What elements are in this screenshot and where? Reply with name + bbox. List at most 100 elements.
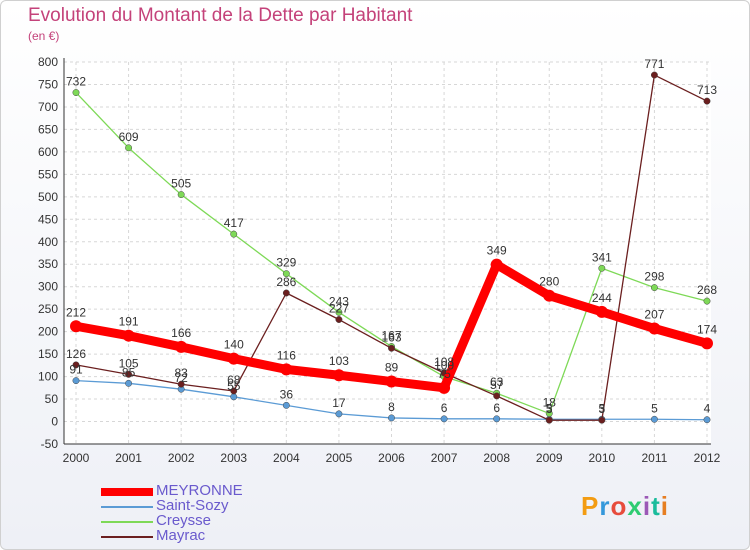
data-point-mayrac xyxy=(335,316,343,323)
y-tick-label: 500 xyxy=(38,190,58,204)
x-tick-label: 2007 xyxy=(431,451,458,465)
data-point-creysse xyxy=(545,409,553,417)
legend-label: Creysse xyxy=(156,512,212,529)
logo-letter: r xyxy=(599,491,611,521)
data-label: 174 xyxy=(697,322,717,336)
data-label: 5 xyxy=(651,401,658,415)
x-tick-label: 2001 xyxy=(115,451,142,465)
logo-letter: o xyxy=(610,491,628,521)
data-label: 5 xyxy=(598,401,605,415)
logo-letter: t xyxy=(651,491,661,521)
data-point-saint-sozy xyxy=(72,377,80,385)
data-point-saint-sozy xyxy=(388,414,395,422)
data-label: 18 xyxy=(543,395,557,409)
data-point-creysse xyxy=(230,230,238,238)
data-point-mayrac xyxy=(650,71,658,79)
data-label: 75 xyxy=(437,367,451,381)
y-tick-label: 300 xyxy=(38,280,58,294)
data-point-mayrac xyxy=(598,416,606,424)
data-point-meyronne xyxy=(227,352,240,365)
data-label: 57 xyxy=(490,378,504,392)
data-label: 191 xyxy=(119,315,139,329)
x-tick-label: 2002 xyxy=(168,451,195,465)
data-point-saint-sozy xyxy=(650,415,658,423)
data-point-meyronne xyxy=(122,329,135,342)
data-label: 5 xyxy=(546,401,553,415)
data-point-creysse xyxy=(282,270,290,278)
data-point-creysse xyxy=(598,264,606,272)
logo-letter: i xyxy=(660,491,669,521)
data-label: 6 xyxy=(493,401,500,415)
data-label: 298 xyxy=(644,270,664,284)
data-label: 6 xyxy=(441,401,448,415)
data-label: 417 xyxy=(224,216,244,230)
data-label: 68 xyxy=(227,373,241,387)
data-label: 8 xyxy=(388,400,395,414)
y-tick-label: 750 xyxy=(38,77,58,91)
logo-letter: P xyxy=(581,491,600,521)
data-label: 244 xyxy=(592,291,612,305)
data-point-meyronne xyxy=(385,375,398,388)
data-label: 212 xyxy=(66,305,86,319)
chart-unit-label: (en €) xyxy=(28,29,60,43)
data-label: 167 xyxy=(381,328,401,342)
data-point-mayrac xyxy=(72,361,80,369)
data-label: 341 xyxy=(592,250,612,264)
data-point-mayrac xyxy=(703,97,711,105)
data-label: 100 xyxy=(434,359,454,373)
data-point-meyronne xyxy=(280,363,293,376)
data-label: 3 xyxy=(546,402,553,416)
data-point-creysse xyxy=(177,191,185,199)
data-label: 85 xyxy=(122,365,136,379)
y-tick-label: 100 xyxy=(38,370,58,384)
data-label: 17 xyxy=(332,396,346,410)
legend-swatch xyxy=(101,488,153,496)
data-point-creysse xyxy=(650,284,658,292)
data-label: 116 xyxy=(277,348,296,362)
data-point-mayrac xyxy=(177,380,185,388)
legend-swatch xyxy=(101,506,153,508)
y-tick-label: 0 xyxy=(51,415,58,429)
data-label: 140 xyxy=(224,338,244,352)
data-point-mayrac xyxy=(125,370,133,378)
data-point-mayrac xyxy=(282,289,290,297)
data-point-meyronne xyxy=(332,369,345,382)
data-point-creysse xyxy=(703,297,711,305)
data-point-saint-sozy xyxy=(493,415,501,423)
data-label: 268 xyxy=(697,283,717,297)
data-label: 4 xyxy=(704,402,711,416)
data-point-meyronne xyxy=(595,305,608,318)
data-point-meyronne xyxy=(70,320,82,333)
data-point-meyronne xyxy=(648,322,661,335)
data-label: 63 xyxy=(490,375,504,389)
y-tick-label: 200 xyxy=(38,325,58,339)
y-tick-label: 650 xyxy=(38,122,58,136)
legend-label: Mayrac xyxy=(156,527,206,544)
data-label: 732 xyxy=(66,75,86,89)
y-tick-label: 150 xyxy=(38,347,58,361)
data-point-meyronne xyxy=(543,289,556,302)
x-tick-label: 2010 xyxy=(588,451,615,465)
data-point-saint-sozy xyxy=(335,410,343,418)
data-label: 108 xyxy=(434,355,454,369)
legend-swatch xyxy=(101,521,153,523)
data-label: 105 xyxy=(119,356,139,370)
data-label: 207 xyxy=(644,308,664,322)
x-tick-label: 2000 xyxy=(63,451,90,465)
proxiti-logo: Proxiti xyxy=(581,491,669,522)
data-point-saint-sozy xyxy=(440,415,448,423)
data-label: 280 xyxy=(539,275,559,289)
y-tick-label: 800 xyxy=(38,55,58,69)
data-point-mayrac xyxy=(493,392,501,400)
data-point-saint-sozy xyxy=(703,416,711,424)
data-label: 713 xyxy=(697,83,717,97)
data-label: 771 xyxy=(644,57,664,71)
data-point-mayrac xyxy=(545,416,553,424)
y-tick-label: 250 xyxy=(38,302,58,316)
y-tick-label: 600 xyxy=(38,145,58,159)
logo-letter: i xyxy=(642,491,652,521)
axis-layer: 8007507006506005505004504003503002502001… xyxy=(38,55,721,465)
x-tick-label: 2005 xyxy=(326,451,353,465)
data-point-meyronne xyxy=(175,340,188,353)
